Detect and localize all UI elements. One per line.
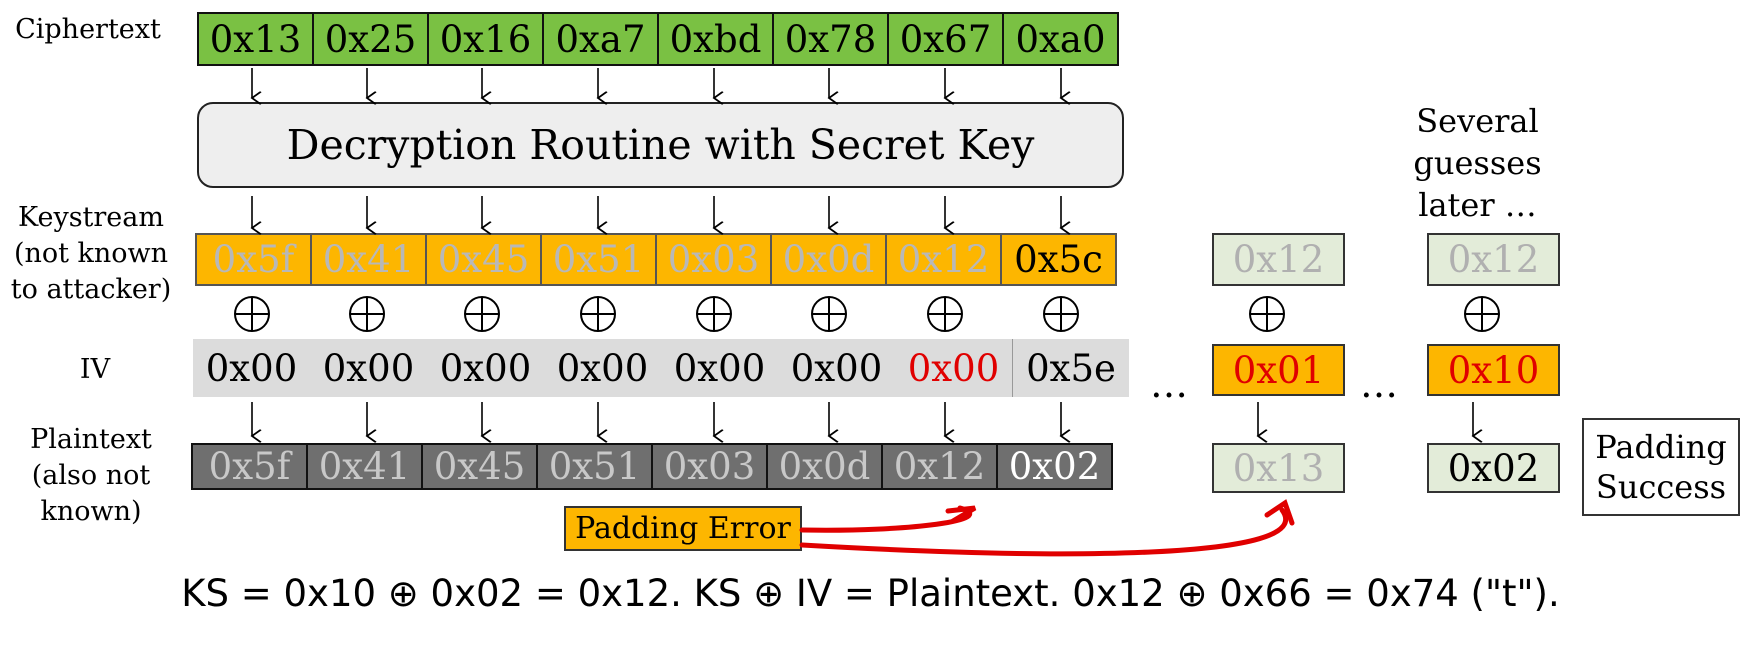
iv-row: 0x00 0x00 0x00 0x00 0x00 0x00 0x00 0x5e [193, 339, 1129, 397]
iv-byte: 0x00 [673, 346, 766, 390]
red-arrow-head-1 [945, 505, 977, 524]
iv-byte: 0x00 [322, 346, 415, 390]
red-arrow-head-2 [1264, 499, 1295, 526]
ellipsis-1: … [1150, 362, 1188, 406]
guess1-iv-box: 0x01 [1212, 344, 1345, 396]
ciphertext-byte: 0x13 [197, 12, 314, 66]
ciphertext-byte: 0xbd [657, 12, 774, 66]
plaintext-byte: 0x12 [881, 443, 998, 490]
several-guesses-line-1: Several [1416, 102, 1539, 140]
guess2-keystream-box: 0x12 [1427, 233, 1560, 286]
plaintext-byte: 0x41 [306, 443, 423, 490]
keystream-label-line-3: to attacker) [10, 274, 172, 305]
keystream-row: 0x5f 0x41 0x45 0x51 0x03 0x0d 0x12 0x5c [195, 233, 1117, 286]
xor-icon [580, 296, 616, 332]
guess1-keystream-box: 0x12 [1212, 233, 1345, 286]
keystream-byte: 0x51 [540, 233, 657, 286]
xor-icon [696, 296, 732, 332]
keystream-label-line-2: (not known [13, 238, 169, 269]
padding-error-arrows [799, 499, 1295, 557]
padding-success-box: Padding Success [1582, 418, 1740, 516]
plaintext-byte: 0x45 [421, 443, 538, 490]
plaintext-byte: 0x0d [766, 443, 883, 490]
xor-symbols [234, 296, 1500, 332]
ciphertext-byte: 0x25 [312, 12, 429, 66]
guess2-plaintext-box: 0x02 [1427, 443, 1560, 493]
iv-byte: 0x5e [1012, 339, 1129, 397]
xor-icon [811, 296, 847, 332]
plaintext-byte: 0x51 [536, 443, 653, 490]
keystream-label: Keystream (not known to attacker) [6, 200, 176, 308]
xor-icon [1464, 296, 1500, 332]
keystream-byte: 0x0d [770, 233, 887, 286]
flow-arrows [252, 68, 1473, 436]
iv-byte-modified: 0x00 [907, 346, 1000, 390]
keystream-byte: 0x5f [195, 233, 312, 286]
plaintext-label-line-1: Plaintext [30, 424, 152, 455]
padding-success-line-2: Success [1595, 468, 1727, 506]
ciphertext-byte: 0x16 [427, 12, 544, 66]
xor-icon [1043, 296, 1079, 332]
iv-byte: 0x00 [556, 346, 649, 390]
ciphertext-byte: 0xa0 [1002, 12, 1119, 66]
xor-icon [464, 296, 500, 332]
several-guesses-note: Several guesses later … [1390, 100, 1565, 226]
plaintext-label: Plaintext (also not known) [6, 422, 176, 530]
iv-byte: 0x00 [439, 346, 532, 390]
ellipsis-2: … [1360, 362, 1398, 406]
plaintext-byte: 0x03 [651, 443, 768, 490]
keystream-byte: 0x12 [885, 233, 1002, 286]
iv-byte: 0x00 [205, 346, 298, 390]
xor-icon [349, 296, 385, 332]
plaintext-byte-padding: 0x02 [996, 443, 1113, 490]
guess2-iv-box: 0x10 [1427, 344, 1560, 396]
iv-byte: 0x00 [790, 346, 883, 390]
iv-label: IV [79, 354, 111, 385]
formula-text: KS = 0x10 ⊕ 0x02 = 0x12. KS ⊕ IV = Plain… [181, 572, 1560, 615]
ciphertext-label: Ciphertext [15, 14, 161, 45]
plaintext-byte: 0x5f [191, 443, 308, 490]
keystream-byte: 0x45 [425, 233, 542, 286]
red-arrow-to-plaintext-byte [799, 505, 973, 533]
xor-icon [927, 296, 963, 332]
ciphertext-byte: 0x67 [887, 12, 1004, 66]
keystream-label-line-1: Keystream [18, 202, 164, 233]
guess1-plaintext-box: 0x13 [1212, 443, 1345, 493]
padding-error-label: Padding Error [564, 506, 802, 551]
plaintext-label-line-2: (also not [31, 460, 151, 491]
plaintext-row: 0x5f 0x41 0x45 0x51 0x03 0x0d 0x12 0x02 [191, 443, 1113, 490]
red-arrow-to-guess1-plaintext [799, 507, 1289, 557]
keystream-byte-known: 0x5c [1000, 233, 1117, 286]
padding-success-line-1: Padding [1595, 428, 1727, 466]
xor-icon [1249, 296, 1285, 332]
decryption-routine-box: Decryption Routine with Secret Key [197, 102, 1124, 188]
plaintext-label-line-3: known) [40, 496, 142, 527]
several-guesses-line-3: later … [1418, 186, 1537, 224]
ciphertext-row: 0x13 0x25 0x16 0xa7 0xbd 0x78 0x67 0xa0 [197, 12, 1119, 66]
several-guesses-line-2: guesses [1413, 144, 1542, 182]
xor-icon [234, 296, 270, 332]
